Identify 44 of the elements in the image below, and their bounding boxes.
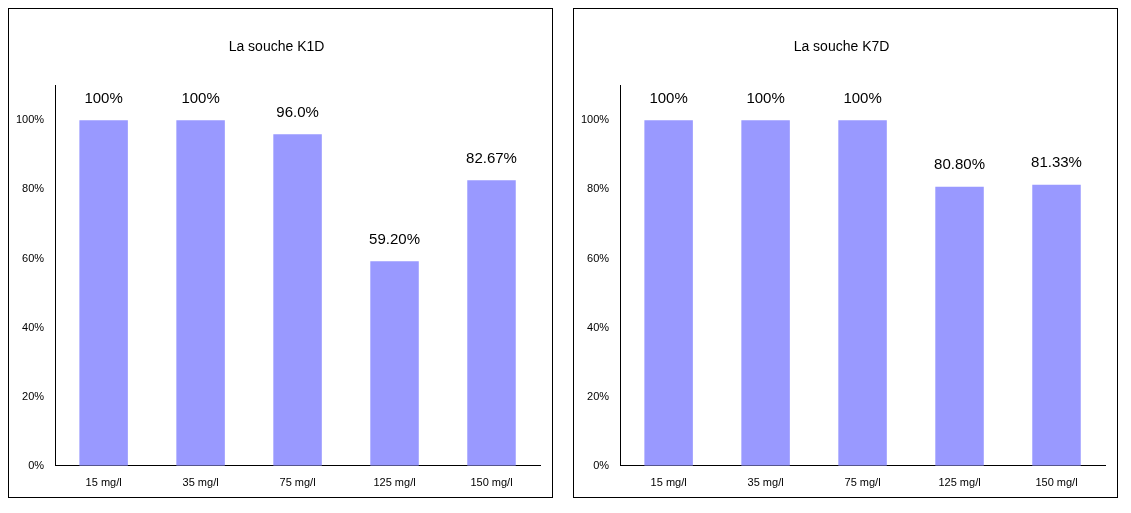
- data-label: 59.20%: [369, 229, 420, 247]
- y-tick-label: 0%: [28, 458, 45, 471]
- bar: [935, 186, 984, 466]
- x-tick-label: 15 mg/l: [85, 476, 122, 489]
- y-tick-label: 60%: [22, 251, 45, 264]
- x-tick-label: 15 mg/l: [650, 476, 687, 489]
- bar: [467, 180, 516, 466]
- bar: [644, 120, 693, 466]
- chart-title: La souche K1D: [228, 38, 325, 55]
- y-tick-label: 40%: [22, 320, 45, 333]
- data-label: 80.80%: [934, 155, 985, 173]
- data-label: 81.33%: [1031, 153, 1082, 171]
- x-tick-label: 125 mg/l: [373, 476, 416, 489]
- x-tick-label: 75 mg/l: [844, 476, 881, 489]
- data-label: 96.0%: [276, 102, 319, 120]
- bar: [79, 120, 128, 466]
- data-label: 100%: [84, 88, 123, 106]
- bar: [741, 120, 790, 466]
- y-tick-label: 80%: [22, 182, 45, 195]
- data-label: 100%: [746, 88, 785, 106]
- y-tick-label: 80%: [587, 182, 610, 195]
- y-tick-label: 20%: [22, 389, 45, 402]
- x-tick-label: 150 mg/l: [1035, 476, 1078, 489]
- bar: [370, 261, 419, 466]
- bar: [273, 134, 322, 466]
- y-tick-label: 40%: [587, 320, 610, 333]
- x-tick-label: 150 mg/l: [470, 476, 513, 489]
- chart-title: La souche K7D: [793, 38, 890, 55]
- y-tick-label: 100%: [580, 113, 610, 126]
- data-label: 82.67%: [466, 148, 517, 166]
- data-label: 100%: [181, 88, 220, 106]
- y-tick-label: 0%: [593, 458, 610, 471]
- bar: [1032, 184, 1081, 466]
- x-tick-label: 35 mg/l: [182, 476, 219, 489]
- bar: [176, 120, 225, 466]
- y-tick-label: 60%: [587, 251, 610, 264]
- data-label: 100%: [843, 88, 882, 106]
- data-label: 100%: [649, 88, 688, 106]
- x-tick-label: 125 mg/l: [938, 476, 981, 489]
- y-tick-label: 100%: [15, 113, 45, 126]
- bar: [838, 120, 887, 466]
- y-tick-label: 20%: [587, 389, 610, 402]
- x-tick-label: 75 mg/l: [279, 476, 316, 489]
- x-tick-label: 35 mg/l: [747, 476, 784, 489]
